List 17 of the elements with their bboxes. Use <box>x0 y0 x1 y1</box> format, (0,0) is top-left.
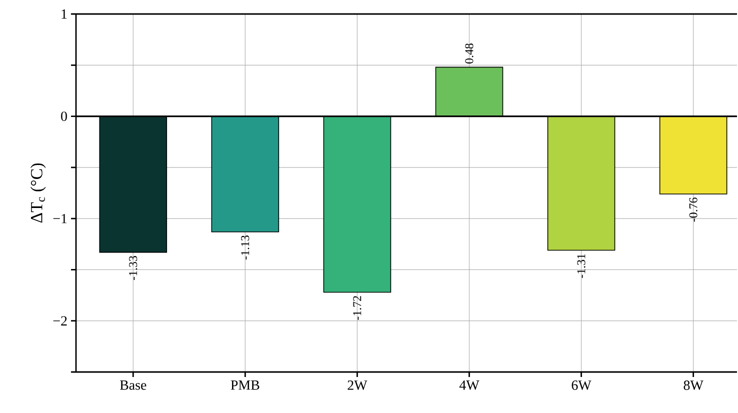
data-label: -1.31 <box>577 254 586 278</box>
x-tick-label: 6W <box>572 380 592 390</box>
data-label: -1.33 <box>129 256 138 280</box>
y-tick-label: −2 <box>53 316 67 326</box>
y-axis-title: ΔT$_{c}$ (°C) <box>30 163 46 223</box>
data-label: 0.48 <box>465 44 474 64</box>
data-label: -1.72 <box>353 296 362 320</box>
y-tick-label: 0 <box>61 112 67 121</box>
y-tick-label: 1 <box>62 9 67 19</box>
y-tick-label: −1 <box>53 214 67 224</box>
data-label: -0.76 <box>689 198 698 222</box>
x-tick-label: 2W <box>348 380 368 390</box>
x-tick-label: 4W <box>459 380 480 390</box>
x-tick-label: Base <box>120 380 146 390</box>
data-label: -1.13 <box>241 236 250 260</box>
x-tick-label: 8W <box>684 380 704 390</box>
x-tick-label: PMB <box>230 380 260 390</box>
